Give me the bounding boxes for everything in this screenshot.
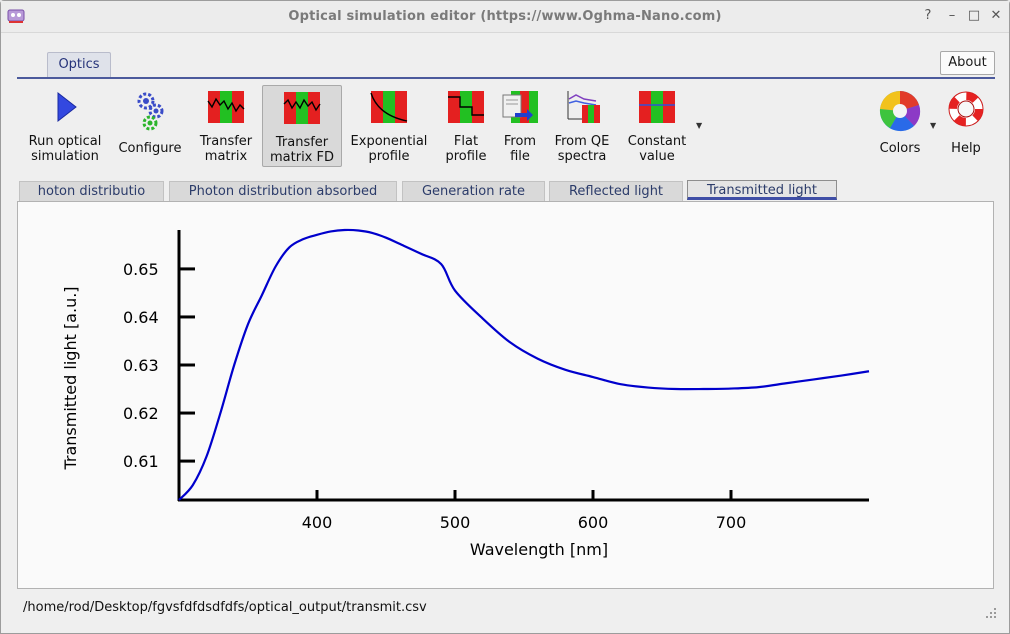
flat-profile-icon <box>448 91 484 123</box>
x-tick-label: 600 <box>578 513 609 532</box>
gears-icon <box>137 92 164 131</box>
qe-spectra-icon <box>567 91 600 123</box>
tool-label: profile <box>445 149 487 164</box>
more-tools-dropdown-icon[interactable]: ▼ <box>696 121 703 130</box>
status-path: /home/rod/Desktop/fgvsfdfdsdfdfs/optical… <box>23 600 427 615</box>
title-bar: Optical simulation editor (https://www.O… <box>1 1 1009 33</box>
ribbon-tab-optics[interactable]: Optics <box>47 52 111 77</box>
tool-label: Transfer <box>275 135 329 150</box>
tool-label: simulation <box>31 149 99 164</box>
transfer-matrix-fd-icon <box>283 92 321 124</box>
transmitted-light-chart: 0.61 0.62 0.63 0.64 0.65 400 500 600 700 Waveleng… <box>61 228 870 559</box>
tool-label: Transfer <box>199 134 253 149</box>
y-tick-label: 0.63 <box>123 356 159 375</box>
tool-label: From <box>503 134 537 149</box>
tool-label: From QE <box>554 134 610 149</box>
x-tick-label: 500 <box>440 513 471 532</box>
tool-label: Run optical <box>28 134 102 149</box>
tool-label: matrix FD <box>270 150 334 165</box>
y-tick-label: 0.64 <box>123 308 159 327</box>
ribbon-divider <box>17 77 995 79</box>
tool-label: Flat <box>453 134 479 149</box>
plot-panel[interactable]: 0.61 0.62 0.63 0.64 0.65 400 500 600 700 Waveleng… <box>17 201 994 589</box>
from-file-button[interactable]: From file <box>498 85 542 167</box>
from-file-icon <box>502 91 538 123</box>
tool-label: profile <box>368 149 410 164</box>
x-tick-label: 700 <box>716 513 747 532</box>
flat-profile-button[interactable]: Flat profile <box>441 85 491 167</box>
run-optical-simulation-button[interactable]: Run optical simulation <box>23 85 107 167</box>
x-tick-label: 400 <box>302 513 333 532</box>
colors-button[interactable]: Colors <box>873 85 927 167</box>
app-icon <box>7 9 25 23</box>
lifebuoy-icon <box>948 91 984 127</box>
series-line <box>178 228 870 501</box>
y-axis-label: Transmitted light [a.u.] <box>61 286 80 470</box>
tool-label: file <box>510 149 530 164</box>
help-button[interactable]: Help <box>942 85 990 167</box>
transfer-matrix-icon <box>207 91 245 123</box>
tool-label: Configure <box>118 141 182 156</box>
tool-label: value <box>639 149 675 164</box>
tab-photon-distribution[interactable]: hoton distributio <box>19 181 164 201</box>
minimize-button[interactable]: – <box>948 8 956 23</box>
from-qe-spectra-button[interactable]: From QE spectra <box>550 85 614 167</box>
transfer-matrix-fd-button[interactable]: Transfer matrix FD <box>262 85 342 167</box>
constant-value-button[interactable]: Constant value <box>623 85 691 167</box>
window-title: Optical simulation editor (https://www.O… <box>288 9 722 24</box>
y-tick-label: 0.61 <box>123 452 159 471</box>
colors-dropdown-icon[interactable]: ▼ <box>930 121 937 130</box>
y-tick-label: 0.62 <box>123 404 159 423</box>
exponential-profile-icon <box>370 91 408 123</box>
tab-reflected-light[interactable]: Reflected light <box>549 181 683 201</box>
tool-label: spectra <box>557 149 607 164</box>
transfer-matrix-button[interactable]: Transfer matrix <box>194 85 258 167</box>
help-window-button[interactable]: ? <box>924 8 932 23</box>
color-wheel-icon <box>879 90 921 132</box>
tool-label: matrix <box>204 149 248 164</box>
tool-label: Colors <box>879 141 921 156</box>
tool-label: Constant <box>627 134 687 149</box>
exponential-profile-button[interactable]: Exponential profile <box>348 85 430 167</box>
maximize-button[interactable]: □ <box>967 8 981 23</box>
play-icon <box>57 91 77 123</box>
configure-button[interactable]: Configure <box>115 85 185 167</box>
resize-grip-icon[interactable] <box>985 607 997 619</box>
tool-label: Help <box>951 141 981 156</box>
tab-photon-distribution-absorbed[interactable]: Photon distribution absorbed <box>169 181 397 201</box>
constant-value-icon <box>639 91 675 123</box>
tool-label: Exponential <box>350 134 428 149</box>
close-button[interactable]: ✕ <box>990 8 1002 23</box>
y-tick-label: 0.65 <box>123 260 159 279</box>
tab-generation-rate[interactable]: Generation rate <box>402 181 545 201</box>
about-button[interactable]: About <box>940 51 995 75</box>
tab-transmitted-light[interactable]: Transmitted light <box>687 180 837 200</box>
x-axis-label: Wavelength [nm] <box>470 540 608 559</box>
